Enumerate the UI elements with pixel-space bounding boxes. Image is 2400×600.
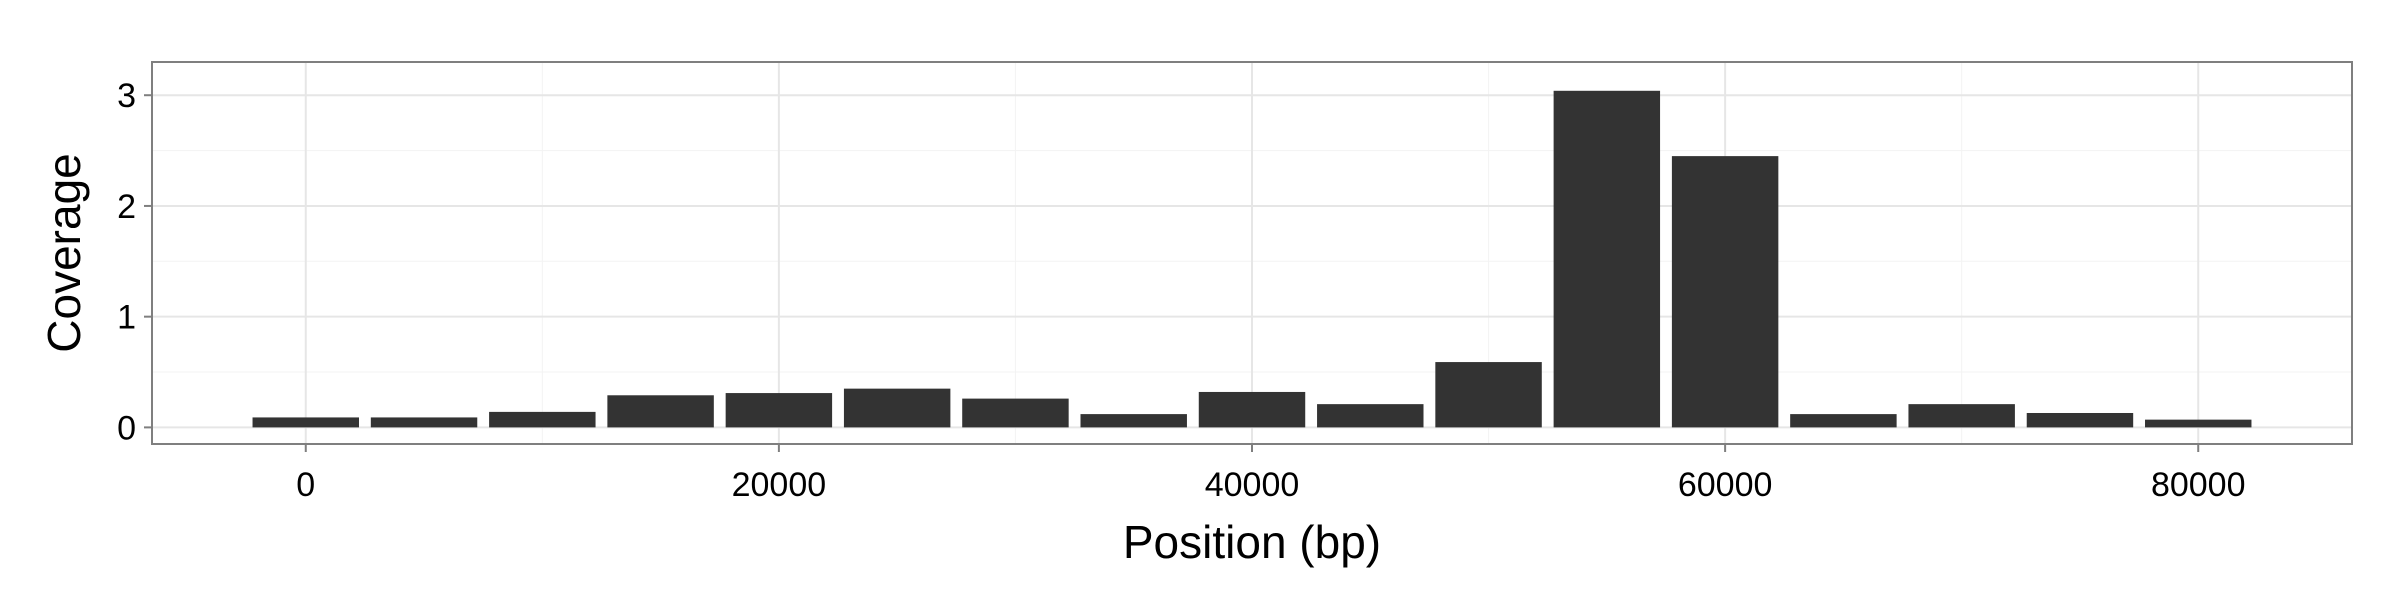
bar (1790, 414, 1897, 428)
bar (1317, 404, 1424, 428)
y-tick-label: 0 (117, 409, 136, 447)
bar (2026, 412, 2134, 428)
y-axis: 0 1 2 3 (117, 77, 152, 447)
bar (2145, 419, 2252, 428)
bar (1908, 404, 2015, 428)
bar (843, 388, 951, 428)
x-tick-label: 40000 (1205, 466, 1300, 504)
x-axis: 0 20000 40000 60000 80000 (296, 444, 2246, 504)
bar (1671, 156, 1779, 428)
bar (1553, 90, 1661, 428)
bar (1198, 391, 1306, 428)
x-tick-label: 20000 (732, 466, 827, 504)
bar (370, 417, 478, 428)
x-tick-label: 80000 (2151, 466, 2246, 504)
bar (962, 398, 1069, 428)
bar (252, 417, 359, 428)
y-axis-title: Coverage (38, 153, 90, 352)
bar (607, 395, 714, 428)
bar (725, 393, 833, 428)
x-tick-label: 0 (296, 466, 315, 504)
bar (1435, 362, 1542, 428)
x-axis-title: Position (bp) (1123, 516, 1381, 568)
y-tick-label: 1 (117, 299, 136, 337)
bar (1080, 414, 1187, 428)
y-tick-label: 3 (117, 77, 136, 115)
y-tick-label: 2 (117, 188, 136, 226)
bars (252, 90, 2252, 428)
bar (489, 411, 596, 428)
x-tick-label: 60000 (1678, 466, 1773, 504)
